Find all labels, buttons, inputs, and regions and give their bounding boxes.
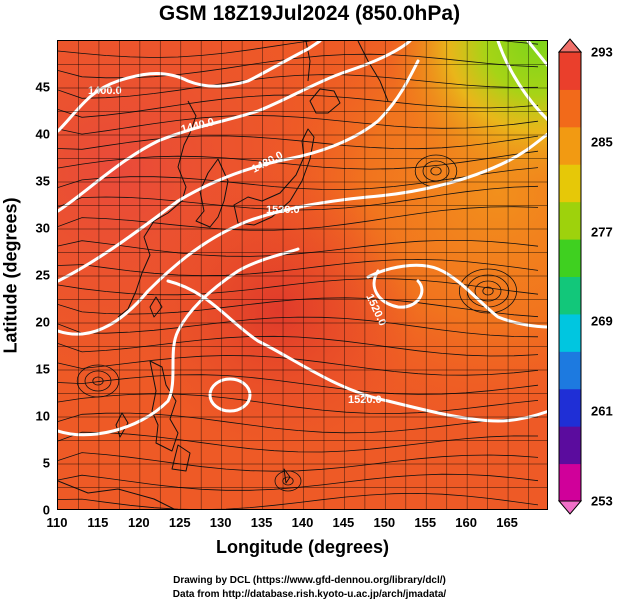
x-tick-label: 115	[87, 515, 109, 530]
x-axis-label: Longitude (degrees)	[215, 537, 389, 557]
y-tick-label: 30	[35, 220, 50, 236]
colorbar-segment	[559, 276, 581, 315]
streamline	[58, 258, 539, 277]
streamline-vortex	[458, 268, 517, 314]
x-tick-label: 110	[46, 515, 68, 530]
streamline	[58, 185, 539, 211]
streamline	[58, 452, 539, 472]
colorbar-segment	[559, 351, 581, 390]
y-tick-label: 0	[42, 502, 50, 518]
colorbar	[558, 38, 582, 515]
colorbar-segment	[559, 89, 581, 128]
y-tick-label: 45	[35, 79, 50, 95]
streamline	[58, 135, 539, 150]
colorbar-tick-label: 253	[591, 493, 613, 509]
colorbar-segment	[559, 239, 581, 277]
coastlines	[58, 41, 389, 509]
colorbar-segment	[559, 52, 581, 90]
chart-title: GSM 18Z19Jul2024 (850.0hPa)	[158, 2, 461, 25]
streamline-vortex	[474, 280, 502, 302]
streamline	[58, 240, 539, 257]
streamline	[58, 53, 539, 79]
streamline	[58, 412, 539, 434]
streamline	[58, 278, 539, 296]
y-tick-label: 15	[35, 361, 50, 377]
colorbar-tick-label: 285	[591, 134, 613, 150]
x-tick-label: 125	[168, 515, 191, 530]
x-tick-label: 165	[496, 515, 518, 530]
x-tick-label: 135	[250, 515, 273, 530]
colorbar-tick-label: 261	[591, 403, 613, 419]
streamline	[58, 393, 539, 415]
y-tick-label: 40	[35, 126, 50, 142]
streamline-vortex	[274, 470, 302, 492]
x-tick-label: 130	[209, 515, 232, 530]
colorbar-segment	[559, 463, 581, 502]
colorbar-segment	[559, 426, 581, 465]
contour-label-1400: 1400.0	[88, 85, 122, 97]
y-tick-label: 5	[42, 455, 50, 471]
colorbar-bottom-arrow	[558, 500, 582, 515]
y-tick-label: 20	[35, 314, 50, 330]
y-axis-label: Latitude (degrees)	[0, 197, 21, 354]
colorbar-tick-label: 269	[591, 313, 613, 329]
streamline	[58, 335, 539, 357]
streamline	[58, 167, 539, 190]
streamline	[58, 41, 539, 58]
colorbar-tick-label: 277	[591, 224, 613, 240]
y-tick-label: 35	[35, 173, 50, 189]
streamline	[58, 150, 539, 170]
x-tick-label: 140	[291, 515, 314, 530]
map-canvas: 1400.0 1440.0 1480.0 1520.0 1520.0 1520.…	[58, 41, 547, 509]
streamline	[58, 355, 539, 376]
x-tick-label: 120	[127, 515, 150, 530]
streamline-vortex	[482, 286, 494, 296]
x-tick-label: 145	[332, 515, 355, 530]
x-tick-label: 155	[414, 515, 437, 530]
streamline	[58, 114, 539, 135]
x-tick-label: 150	[373, 515, 396, 530]
streamline-vortex	[76, 364, 120, 398]
streamlines	[58, 41, 539, 509]
x-tick-label: 160	[455, 515, 478, 530]
streamline-vortex	[430, 166, 442, 176]
credit-drawing: Drawing by DCL (https://www.gfd-dennou.o…	[173, 575, 446, 586]
colorbar-segment	[559, 201, 581, 240]
colorbar-segment	[559, 164, 581, 203]
y-tick-label: 10	[35, 408, 50, 424]
plot-area: 1400.0 1440.0 1480.0 1520.0 1520.0 1520.…	[57, 40, 548, 510]
streamline	[58, 492, 539, 509]
y-tick-label: 25	[35, 267, 50, 283]
streamline-vortex	[84, 370, 112, 392]
colorbar-segment	[559, 388, 581, 427]
credit-data: Data from http://database.rish.kyoto-u.a…	[172, 589, 447, 600]
colorbar-tick-label: 293	[591, 44, 613, 60]
grid-lines	[58, 41, 547, 509]
streamline	[58, 94, 539, 118]
colorbar-top-arrow	[558, 38, 582, 53]
streamline-vortex	[422, 160, 450, 182]
streamline	[58, 316, 539, 338]
colorbar-segment	[559, 126, 581, 165]
colorbar-frame	[558, 51, 582, 502]
streamline	[58, 431, 539, 453]
streamline-vortex	[92, 376, 104, 386]
colorbar-segment	[559, 313, 581, 352]
streamline	[58, 74, 539, 99]
